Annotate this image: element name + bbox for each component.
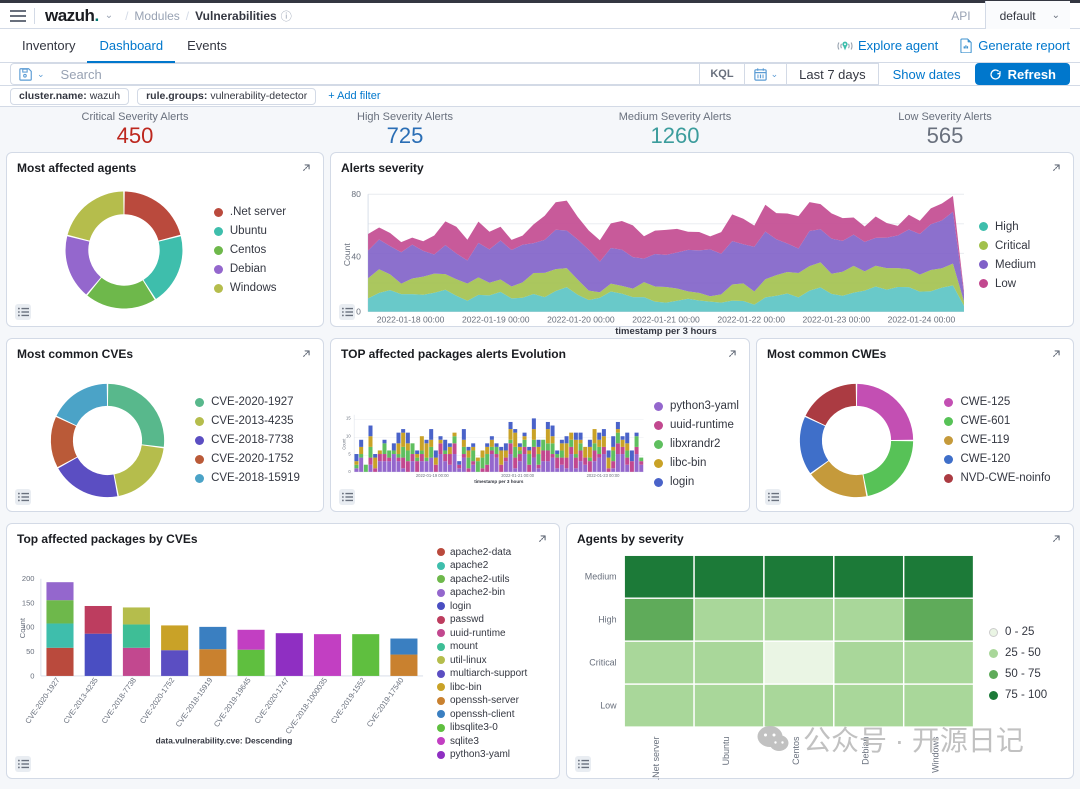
svg-text:CVE-2019-17540: CVE-2019-17540	[365, 676, 406, 729]
svg-text:CVE-2020-1752: CVE-2020-1752	[138, 676, 176, 725]
svg-text:CVE-2018-1000035: CVE-2018-1000035	[283, 676, 329, 736]
svg-text:CVE-2020-1927: CVE-2020-1927	[23, 676, 61, 725]
svg-text:200: 200	[22, 574, 35, 583]
svg-text:timestamp per 3 hours: timestamp per 3 hours	[474, 479, 524, 484]
svg-text:Count: Count	[342, 243, 352, 266]
svg-text:150: 150	[22, 598, 35, 607]
svg-text:2022-01-21 00:00: 2022-01-21 00:00	[501, 473, 535, 478]
svg-text:timestamp per 3 hours: timestamp per 3 hours	[615, 326, 717, 337]
svg-text:2022-01-21 00:00: 2022-01-21 00:00	[632, 314, 700, 324]
svg-text:Medium: Medium	[585, 572, 617, 582]
svg-text:CVE-2020-1747: CVE-2020-1747	[253, 676, 291, 725]
svg-text:2022-01-20 00:00: 2022-01-20 00:00	[547, 314, 615, 324]
svg-text:2022-01-23 00:00: 2022-01-23 00:00	[587, 473, 621, 478]
svg-text:Count: Count	[18, 617, 27, 638]
svg-text:.Net server: .Net server	[651, 737, 661, 781]
svg-text:2022-01-19 00:00: 2022-01-19 00:00	[416, 473, 450, 478]
svg-text:2022-01-22 00:00: 2022-01-22 00:00	[717, 314, 785, 324]
svg-text:CVE-2018-15919: CVE-2018-15919	[174, 676, 215, 729]
svg-text:High: High	[598, 614, 616, 624]
svg-text:Critical: Critical	[589, 658, 616, 668]
svg-text:5: 5	[348, 451, 351, 456]
svg-text:Windows: Windows	[931, 736, 941, 773]
svg-text:CVE-2019-1552: CVE-2019-1552	[329, 676, 367, 725]
svg-text:2022-01-23 00:00: 2022-01-23 00:00	[803, 314, 871, 324]
svg-text:Ubuntu: Ubuntu	[721, 737, 731, 766]
svg-text:10: 10	[346, 434, 351, 439]
svg-text:80: 80	[351, 189, 361, 199]
svg-text:CVE-2018-7738: CVE-2018-7738	[100, 676, 138, 725]
svg-text:0: 0	[348, 469, 351, 474]
svg-text:Debian: Debian	[861, 737, 871, 765]
svg-text:Count: Count	[341, 438, 346, 450]
svg-text:2022-01-18 00:00: 2022-01-18 00:00	[377, 314, 445, 324]
svg-text:CVE-2013-4235: CVE-2013-4235	[61, 676, 99, 725]
svg-text:2022-01-24 00:00: 2022-01-24 00:00	[888, 314, 956, 324]
svg-text:0: 0	[30, 671, 34, 680]
svg-text:2022-01-19 00:00: 2022-01-19 00:00	[462, 314, 530, 324]
svg-text:0: 0	[356, 306, 361, 316]
svg-text:50: 50	[26, 647, 34, 656]
svg-text:40: 40	[351, 252, 361, 262]
svg-text:CVE-2019-19645: CVE-2019-19645	[212, 676, 253, 729]
svg-text:Low: Low	[600, 700, 617, 710]
svg-text:Centos: Centos	[791, 736, 801, 765]
svg-text:data.vulnerability.cve: Descen: data.vulnerability.cve: Descending	[156, 736, 293, 746]
svg-text:15: 15	[346, 416, 351, 421]
